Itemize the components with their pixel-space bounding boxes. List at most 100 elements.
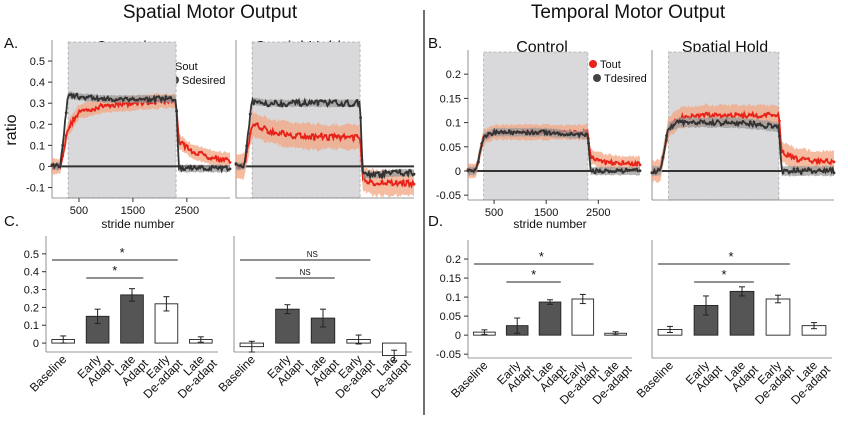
Sout-point <box>107 103 111 107</box>
Sdesired-point <box>111 99 114 103</box>
Sout-point <box>193 151 196 155</box>
y-axis-label-a: ratio <box>3 114 20 145</box>
Sdesired-point <box>118 97 121 100</box>
Tdesired-point <box>614 169 618 173</box>
y-tick-label: -0.05 <box>436 190 461 202</box>
Tout-point <box>792 156 796 160</box>
Sout-point <box>327 138 330 142</box>
Tout-point <box>767 111 770 115</box>
Sdesired-point <box>161 96 164 100</box>
Sdesired-point <box>196 166 200 170</box>
y-tick-label: -0.05 <box>436 349 461 361</box>
Sout-point <box>341 134 345 138</box>
y-tick-label: 0.4 <box>30 77 45 89</box>
Tdesired-point <box>631 168 635 172</box>
Sout-point <box>196 153 200 157</box>
Sout-point <box>309 136 313 140</box>
Tout-point <box>635 163 638 167</box>
y-tick-label: 0.3 <box>30 98 45 110</box>
Sout-point <box>136 102 139 106</box>
legend-label-tdesired: Tdesired <box>604 73 647 85</box>
Sdesired-point <box>248 112 252 116</box>
bar-chart-4: **Baseline EarlyAdaptLateAdaptEarlyDe-ada… <box>634 240 833 407</box>
Sout-point <box>217 159 221 163</box>
Sdesired-point <box>225 165 228 169</box>
Tout-point <box>752 114 756 118</box>
Tdesired-point <box>552 131 556 135</box>
title-spatial: Spatial Motor Output <box>123 2 298 23</box>
Tdesired-point <box>562 133 566 137</box>
Sdesired-point <box>273 99 277 103</box>
Tdesired-point <box>796 167 799 171</box>
Tout-point <box>690 113 694 117</box>
Tdesired-point <box>748 120 752 124</box>
Sout-point <box>93 108 97 112</box>
Tdesired-point <box>679 120 683 124</box>
legend-marker-tdesired <box>593 74 601 82</box>
Sout-point <box>263 125 266 129</box>
panel-letter-a: A. <box>4 35 18 52</box>
Tout-point <box>712 114 716 118</box>
Sdesired-point <box>259 101 263 105</box>
Sdesired-point <box>228 167 232 171</box>
Tout-point <box>723 113 727 117</box>
Tout-point <box>600 160 604 164</box>
Sdesired-point <box>54 163 57 167</box>
Tout-point <box>597 158 601 162</box>
Tdesired-point <box>701 120 705 124</box>
Sdesired-point <box>203 167 207 171</box>
legend-b: Tout Tdesired <box>589 59 647 85</box>
Sout-point <box>182 142 186 145</box>
Tdesired-point <box>814 170 818 174</box>
Tout-point <box>829 162 832 165</box>
Sdesired-point <box>394 169 398 173</box>
Sdesired-point <box>252 102 256 105</box>
Tdesired-point <box>676 119 679 123</box>
Tdesired-point <box>654 171 657 175</box>
significance-label: NS <box>307 250 318 259</box>
category-label: Baseline <box>215 352 258 395</box>
Tout-point <box>799 158 803 161</box>
Sdesired-point <box>93 97 97 101</box>
Tout-point <box>621 160 625 164</box>
Sdesired-point <box>359 116 362 120</box>
category-label: Baseline <box>27 352 70 395</box>
Sdesired-point <box>309 101 313 105</box>
Tout-point <box>614 160 618 164</box>
Tdesired-point <box>511 132 515 136</box>
Tout-variability-band <box>468 123 640 179</box>
Tout-point <box>694 115 698 118</box>
Tout-point <box>716 113 719 117</box>
Sdesired-point <box>107 98 111 101</box>
Sdesired-point <box>263 103 266 106</box>
Sdesired-point <box>298 103 302 107</box>
Tdesired-point <box>694 122 698 125</box>
Sdesired-point <box>366 173 370 177</box>
y-tick-label: -0.1 <box>26 182 45 194</box>
Sout-point <box>323 134 327 137</box>
Sdesired-point <box>200 165 203 168</box>
Sout-point <box>68 125 72 129</box>
Tout-point <box>814 158 818 162</box>
Sout-point <box>312 138 316 141</box>
Sout-point <box>111 103 114 107</box>
Sdesired-point <box>334 99 338 103</box>
Tdesired-point <box>525 132 528 136</box>
Tdesired-point <box>569 131 573 135</box>
bar-late-adapt <box>120 294 144 344</box>
Sdesired-point <box>214 165 218 169</box>
Sout-point <box>384 182 387 186</box>
Sdesired-point <box>398 169 402 173</box>
Sdesired-point <box>121 98 125 102</box>
Tdesired-point <box>832 171 836 175</box>
Tdesired-point <box>712 123 716 127</box>
Sdesired-point <box>96 98 100 102</box>
Sdesired-point <box>89 94 93 98</box>
Sout-point <box>412 182 416 186</box>
Tout-point <box>763 112 767 116</box>
Sdesired-point <box>266 104 270 108</box>
Tdesired-variability-band <box>652 116 834 177</box>
Sdesired-point <box>362 171 366 175</box>
